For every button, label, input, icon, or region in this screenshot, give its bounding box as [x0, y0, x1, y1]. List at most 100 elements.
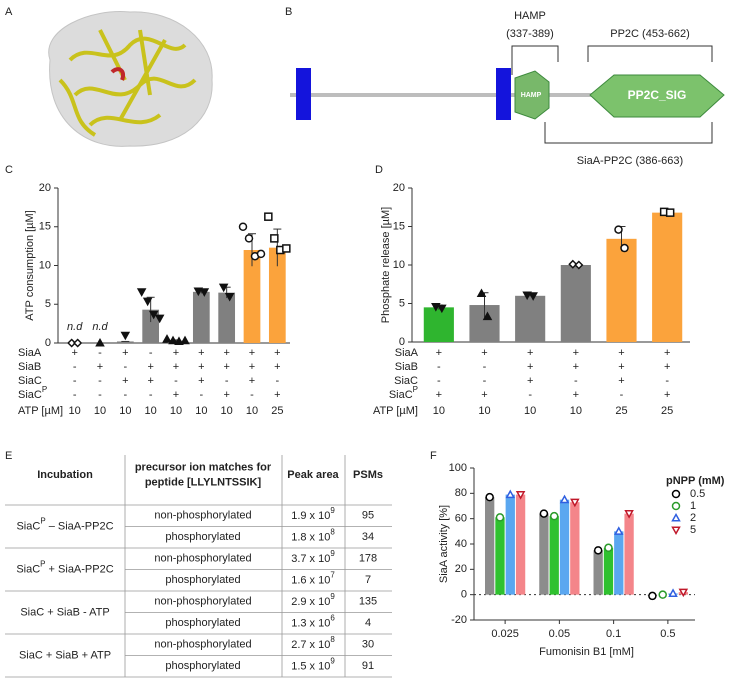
panel-label: D [375, 164, 383, 176]
y-tick-label: 80 [455, 487, 467, 499]
table-peak-area: 1.5 x 109 [291, 656, 335, 672]
legend-marker [671, 501, 681, 511]
condition-value: - [73, 389, 77, 401]
y-tick-label: 20 [39, 182, 51, 194]
bar [142, 309, 160, 343]
table-peak-area-part: 1.5 x 10 [291, 660, 330, 672]
table-match: non-phosphorylated [154, 596, 251, 608]
condition-label: SiaCP [389, 385, 418, 401]
condition-value: + [122, 347, 128, 359]
condition-value: 10 [221, 405, 233, 417]
x-tick-label: 0.05 [549, 628, 570, 640]
condition-value: - [174, 375, 178, 387]
table-header: Peak area [287, 469, 339, 481]
y-axis-label: ATP consumption [µM] [24, 210, 36, 320]
table-match: phosphorylated [165, 660, 240, 672]
table-peak-area: 1.8 x 108 [291, 527, 335, 543]
condition-value: 10 [170, 405, 182, 417]
y-tick-label: 15 [393, 220, 405, 232]
table-peak-area: 2.7 x 108 [291, 635, 335, 651]
bar [116, 341, 134, 343]
condition-value: - [123, 389, 127, 401]
condition-value: - [73, 361, 77, 373]
condition-value: + [173, 361, 179, 373]
data-point [95, 337, 105, 347]
panel-label: F [430, 450, 437, 462]
hamp-domain-label: HAMP [521, 92, 542, 99]
condition-value: + [122, 375, 128, 387]
table-match: phosphorylated [165, 531, 240, 543]
table-psms: 4 [365, 617, 371, 629]
condition-value: + [527, 361, 533, 373]
data-point [574, 260, 584, 270]
condition-value: + [147, 361, 153, 373]
bar [560, 265, 591, 342]
bar [624, 513, 634, 595]
condition-value: + [249, 347, 255, 359]
error-bar [146, 296, 155, 323]
condition-label: SiaCP [18, 385, 47, 401]
hamp-range: (337-389) [506, 28, 554, 40]
condition-value: - [437, 361, 441, 373]
condition-value: + [71, 347, 77, 359]
condition-label: SiaA [395, 347, 419, 359]
table-match: non-phosphorylated [154, 639, 251, 651]
bar [515, 295, 546, 342]
condition-value: - [149, 347, 153, 359]
data-point [120, 331, 131, 341]
condition-value: + [436, 347, 442, 359]
protein-structure [48, 11, 213, 147]
condition-value: 10 [433, 405, 445, 417]
condition-value: 10 [195, 405, 207, 417]
condition-value: + [664, 361, 670, 373]
data-point [614, 526, 624, 535]
condition-value: + [223, 361, 229, 373]
condition-value: + [198, 375, 204, 387]
data-point [154, 314, 165, 324]
data-point [180, 335, 190, 345]
condition-value: + [573, 389, 579, 401]
pp2c-label: PP2C (453-662) [610, 28, 690, 40]
condition-value: - [620, 389, 624, 401]
data-point [604, 543, 613, 553]
domain-diagram: HAMP (337-389) PP2C (453-662) HAMP PP2C_… [290, 10, 725, 167]
data-point [495, 513, 505, 522]
legend-label: 0.5 [690, 488, 705, 500]
condition-value: - [123, 361, 127, 373]
condition-label-part: SiaC [18, 375, 42, 387]
data-point [199, 288, 210, 297]
y-tick-label: 0 [399, 336, 405, 348]
bar [652, 212, 683, 342]
condition-label-part: ATP [µM] [18, 405, 63, 417]
legend-marker [671, 489, 681, 499]
data-point [244, 234, 254, 243]
bar [218, 292, 236, 343]
condition-value: + [223, 389, 229, 401]
condition-value: - [225, 375, 229, 387]
table-incubation-part: SiaC + SiaB - ATP [20, 606, 109, 618]
condition-label-part: SiaB [395, 361, 418, 373]
table-incubation-part: SiaC [16, 563, 40, 575]
data-point [620, 243, 629, 253]
y-tick-label: -20 [451, 614, 467, 626]
data-point [559, 494, 570, 504]
condition-value: + [527, 347, 533, 359]
hamp-domain-shape [514, 70, 550, 120]
data-point [218, 283, 229, 293]
condition-value: - [199, 389, 203, 401]
y-tick-label: 20 [455, 563, 467, 575]
bar [559, 499, 570, 595]
x-tick-label: 0.025 [491, 628, 519, 640]
condition-value: + [274, 361, 280, 373]
table-psms: 30 [362, 639, 374, 651]
data-point [568, 259, 578, 269]
panel-label: C [5, 164, 13, 176]
y-axis-label: Phosphate release [µM] [380, 207, 392, 323]
condition-value: + [481, 389, 487, 401]
table-peak-area-part: 1.8 x 10 [291, 531, 330, 543]
condition-label-part: SiaC [389, 389, 413, 401]
data-point [648, 591, 657, 601]
condition-value: + [618, 361, 624, 373]
bar [515, 494, 526, 595]
condition-label: ATP [µM] [373, 405, 418, 417]
